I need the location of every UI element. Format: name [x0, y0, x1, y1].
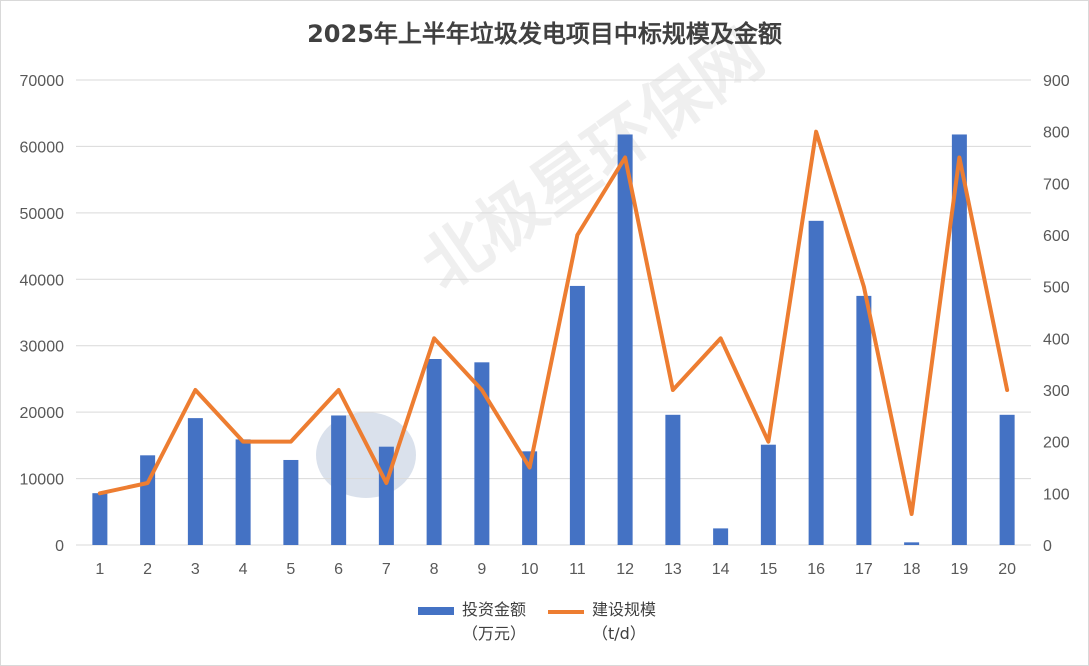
x-tick-label: 3	[191, 561, 200, 578]
x-tick-label: 18	[903, 561, 921, 578]
x-tick-label: 15	[759, 561, 777, 578]
bar	[235, 439, 251, 545]
y-right-tick-label: 800	[1043, 125, 1070, 142]
bar	[856, 295, 872, 545]
x-tick-label: 10	[521, 561, 539, 578]
y-right-tick-label: 100	[1043, 486, 1070, 503]
y-left-tick-label: 20000	[20, 405, 65, 422]
legend-swatch-bar	[418, 607, 454, 615]
y-left-tick-label: 70000	[20, 73, 65, 90]
legend-swatch-line	[548, 610, 584, 614]
bar	[999, 414, 1015, 545]
bar	[522, 451, 538, 545]
y-right-tick-label: 700	[1043, 176, 1070, 193]
x-tick-label: 19	[950, 561, 968, 578]
bar	[665, 414, 681, 545]
x-tick-label: 7	[382, 561, 391, 578]
bar	[474, 362, 490, 545]
y-right-tick-label: 600	[1043, 228, 1070, 245]
x-tick-label: 13	[664, 561, 682, 578]
y-left-tick-label: 50000	[20, 206, 65, 223]
bar	[808, 220, 824, 546]
bar	[92, 493, 108, 545]
y-right-tick-label: 0	[1043, 538, 1052, 555]
x-tick-label: 1	[95, 561, 104, 578]
bar	[904, 542, 920, 545]
bar	[283, 459, 299, 545]
bar	[951, 134, 967, 545]
y-right-tick-label: 400	[1043, 331, 1070, 348]
x-tick-label: 20	[998, 561, 1016, 578]
legend: 投资金额 （万元） 建设规模 （t/d）	[0, 598, 1089, 648]
y-left-tick-label: 10000	[20, 472, 65, 489]
y-left-tick-label: 30000	[20, 339, 65, 356]
y-left-tick-label: 40000	[20, 272, 65, 289]
y-right-tick-label: 500	[1043, 280, 1070, 297]
bar	[617, 134, 633, 545]
y-right-tick-label: 900	[1043, 73, 1070, 90]
bar	[426, 359, 442, 545]
y-right-tick-label: 300	[1043, 383, 1070, 400]
x-tick-label: 16	[807, 561, 825, 578]
y-left-tick-label: 0	[55, 538, 64, 555]
x-tick-label: 12	[616, 561, 634, 578]
x-tick-label: 2	[143, 561, 152, 578]
x-tick-label: 5	[286, 561, 295, 578]
y-right-tick-label: 200	[1043, 435, 1070, 452]
bar	[569, 285, 585, 545]
x-tick-label: 14	[712, 561, 730, 578]
y-left-tick-label: 60000	[20, 139, 65, 156]
x-tick-label: 8	[430, 561, 439, 578]
bar	[187, 418, 203, 545]
x-tick-label: 4	[239, 561, 248, 578]
chart-title: 2025年上半年垃圾发电项目中标规模及金额	[307, 20, 782, 48]
x-tick-label: 6	[334, 561, 343, 578]
x-tick-label: 11	[569, 561, 586, 578]
line-series	[97, 129, 1010, 516]
legend-label-scale: 建设规模 （t/d）	[592, 600, 657, 643]
bar	[331, 415, 347, 545]
x-tick-label: 17	[855, 561, 873, 578]
legend-label-investment: 投资金额 （万元）	[462, 600, 527, 643]
bar	[713, 528, 729, 545]
bar	[760, 444, 776, 545]
x-tick-label: 9	[477, 561, 486, 578]
